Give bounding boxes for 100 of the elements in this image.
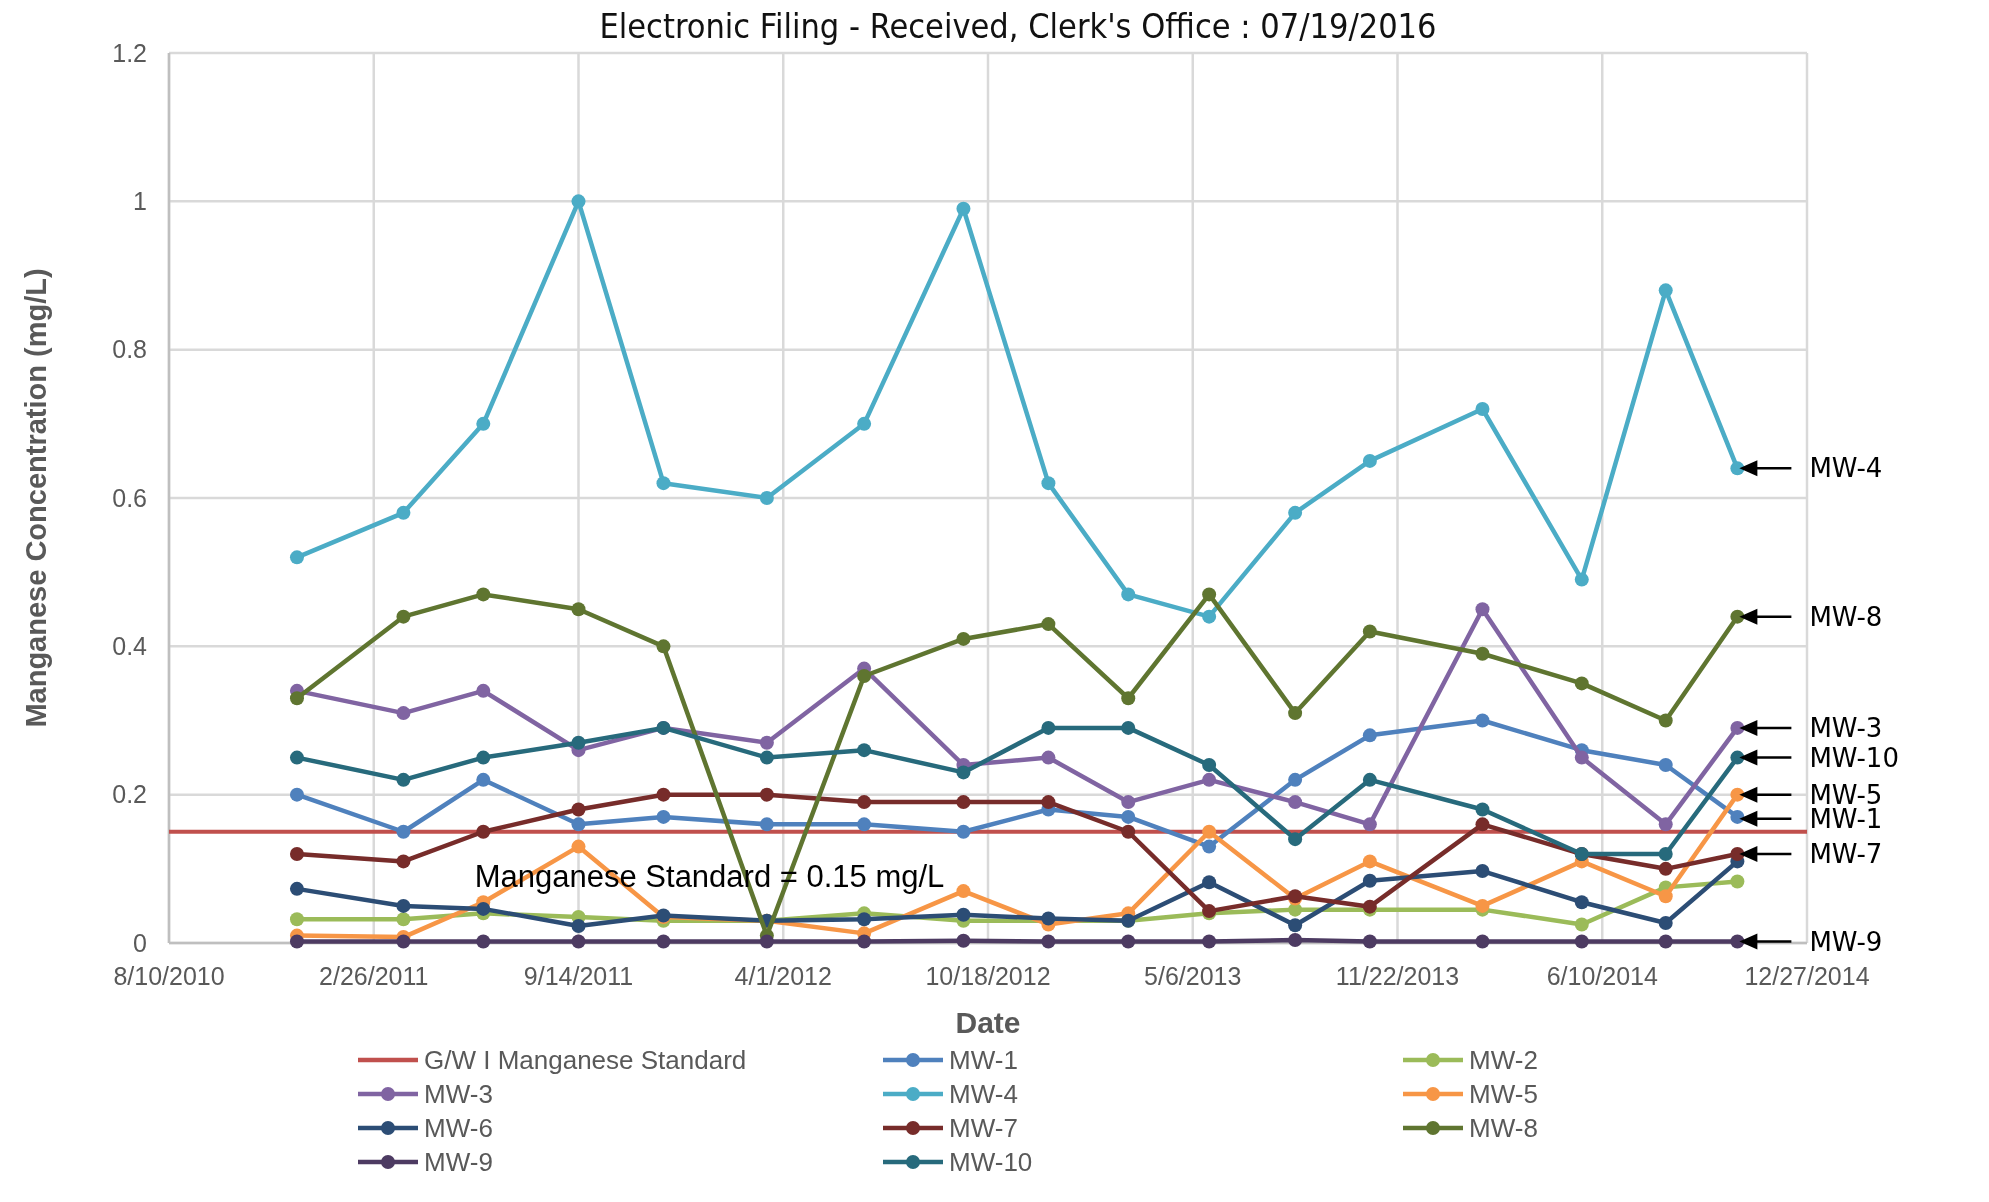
point (289, 787, 304, 802)
point (1730, 461, 1745, 476)
point (1574, 572, 1589, 587)
point (857, 669, 872, 683)
point (476, 824, 491, 839)
point (1121, 934, 1136, 949)
point (396, 706, 411, 721)
point (1475, 713, 1490, 728)
point (476, 934, 491, 949)
point (1041, 617, 1056, 632)
point (759, 934, 774, 949)
annotation: MW-4 (1809, 453, 1883, 484)
point (956, 631, 971, 646)
chart-title: Electronic Filing - Received, Clerk's Office : 07/19/2016 (599, 6, 1437, 46)
point (396, 824, 411, 839)
legend-label: G/W I Manganese Standard (424, 1045, 747, 1076)
point (1730, 720, 1745, 735)
point (1658, 915, 1673, 930)
point (1730, 609, 1745, 624)
point (1121, 720, 1136, 735)
point (396, 934, 411, 949)
point (396, 505, 411, 520)
legend-label: MW-7 (949, 1113, 1018, 1144)
x-tick-label: 2/26/2011 (319, 962, 429, 990)
point (956, 933, 971, 948)
x-axis-title: Date (955, 1006, 1021, 1039)
point (1362, 817, 1377, 832)
point (1362, 728, 1377, 743)
point (476, 901, 491, 916)
point (1362, 624, 1377, 639)
point (1574, 676, 1589, 691)
point (476, 772, 491, 787)
point (656, 639, 671, 654)
point (1288, 832, 1303, 847)
point (1362, 854, 1377, 869)
point (571, 817, 586, 832)
point (1574, 895, 1589, 910)
point (1288, 933, 1303, 948)
point (656, 934, 671, 949)
point (1658, 861, 1673, 876)
point (1202, 875, 1217, 890)
point (289, 881, 304, 896)
point (1121, 824, 1136, 839)
point (1658, 847, 1673, 861)
x-tick-label: 11/22/2013 (1335, 962, 1460, 990)
point (656, 787, 671, 802)
point (1362, 772, 1377, 787)
point (476, 683, 491, 698)
x-tick-label: 9/14/2011 (523, 962, 634, 990)
y-tick-label: 0 (133, 928, 147, 957)
point (396, 898, 411, 913)
point (1362, 453, 1377, 468)
legend-label: MW-9 (424, 1147, 493, 1178)
y-tick-label: 0.4 (112, 632, 148, 661)
point (571, 918, 586, 933)
annotation: MW-10 (1809, 742, 1899, 773)
x-tick-label: 6/10/2014 (1546, 962, 1658, 990)
point (1730, 847, 1745, 861)
y-tick-label: 0.2 (112, 780, 147, 809)
point (1288, 902, 1303, 917)
legend-label: MW-4 (949, 1079, 1018, 1110)
point (289, 691, 304, 706)
point (956, 884, 971, 899)
annotation: MW-8 (1809, 601, 1883, 632)
point (656, 809, 671, 824)
point (289, 750, 304, 765)
x-tick-label: 12/27/2014 (1744, 962, 1870, 990)
point (1475, 402, 1490, 416)
y-tick-label: 0.8 (112, 335, 147, 364)
point (1658, 934, 1673, 949)
point (759, 787, 774, 802)
point (857, 817, 872, 832)
point (1475, 864, 1490, 879)
y-tick-label: 1 (133, 187, 147, 216)
point (956, 765, 971, 780)
point (1041, 795, 1056, 810)
point (1041, 934, 1056, 949)
point (759, 750, 774, 765)
point (956, 795, 971, 810)
point (956, 907, 971, 922)
annotation: MW-9 (1809, 926, 1883, 957)
point (1121, 795, 1136, 810)
point (857, 912, 872, 927)
x-tick-label: 10/18/2012 (925, 962, 1051, 990)
legend-label: MW-5 (1469, 1079, 1538, 1110)
point (1288, 772, 1303, 787)
point (1658, 283, 1673, 298)
point (1658, 758, 1673, 772)
legend-label: MW-6 (424, 1113, 493, 1144)
legend-label: MW-1 (949, 1045, 1018, 1076)
point (1202, 609, 1217, 624)
point (759, 491, 774, 505)
point (571, 839, 586, 854)
point (656, 476, 671, 491)
point (571, 735, 586, 750)
point (571, 602, 586, 617)
point (289, 550, 304, 565)
point (1041, 720, 1056, 735)
point (476, 750, 491, 765)
point (1730, 934, 1745, 949)
